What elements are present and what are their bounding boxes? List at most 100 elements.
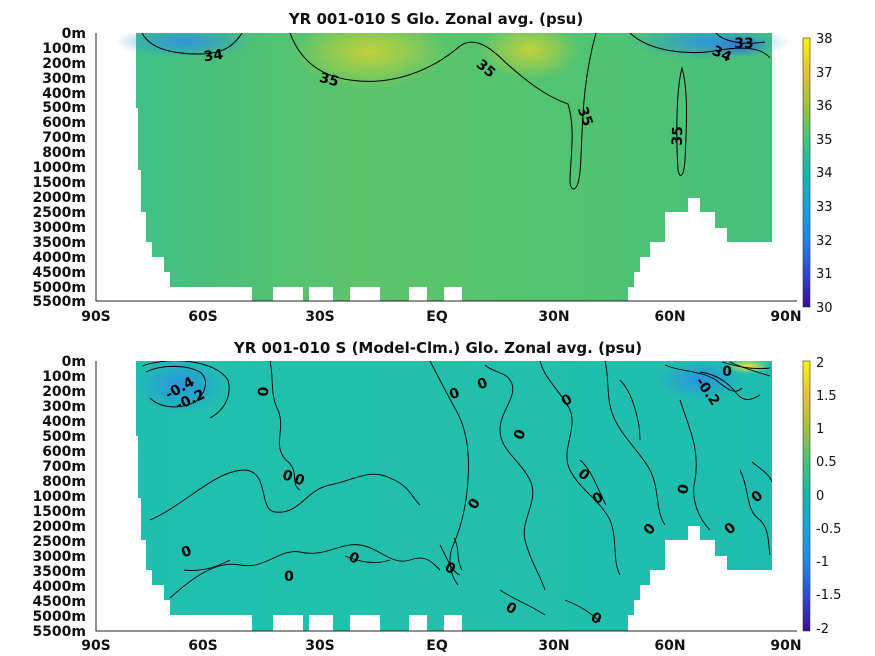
- y-tick-label: 3500m: [32, 235, 86, 251]
- y-tick-label: 0m: [62, 26, 86, 42]
- panel-bottom-heatmap: -0.4 -0.2 0 0 0 0 0 -0.2 0 0 0 0 0 0 0 0…: [132, 361, 773, 631]
- y-tick-label: 2500m: [32, 205, 86, 221]
- y-tick-label: 1000m: [32, 489, 86, 505]
- y-tick-label: 2000m: [32, 190, 86, 206]
- y-tick-label: 200m: [42, 56, 86, 72]
- panel-bottom: YR 001-010 S (Model-Clm.) Glo. Zonal avg…: [32, 339, 841, 654]
- colorbar-tick-label: 2: [816, 356, 824, 371]
- y-tick-label: 800m: [42, 474, 86, 490]
- x-tick-label: 60N: [654, 638, 685, 654]
- y-tick-label: 4500m: [32, 265, 86, 281]
- colorbar-tick-label: 31: [816, 267, 833, 282]
- panel-top: YR 001-010 S Glo. Zonal avg. (psu) 34: [32, 10, 832, 325]
- y-tick-label: 100m: [42, 41, 86, 57]
- panel-top-axes: [95, 33, 797, 302]
- contour-label: 0: [256, 386, 273, 397]
- y-tick-label: 1500m: [32, 504, 86, 520]
- panel-top-y-axis: 0m 100m 200m 300m 400m 500m 600m 700m 80…: [32, 26, 86, 310]
- panel-top-low-south: [115, 33, 255, 58]
- panel-bottom-axes: [95, 361, 797, 632]
- y-tick-label: 1500m: [32, 175, 86, 191]
- panel-bottom-ocean-field: [136, 361, 772, 631]
- x-tick-label: EQ: [426, 638, 448, 654]
- colorbar-tick-label: 34: [816, 166, 833, 181]
- colorbar-tick-label: 1: [816, 422, 824, 437]
- y-tick-label: 200m: [42, 384, 86, 400]
- y-tick-label: 500m: [42, 100, 86, 116]
- y-tick-label: 4000m: [32, 250, 86, 266]
- y-tick-label: 600m: [42, 444, 86, 460]
- panel-top-title: YR 001-010 S Glo. Zonal avg. (psu): [288, 10, 583, 28]
- y-tick-label: 800m: [42, 145, 86, 161]
- x-tick-label: EQ: [426, 309, 448, 325]
- x-tick-label: 30S: [305, 638, 335, 654]
- y-tick-label: 2500m: [32, 534, 86, 550]
- colorbar-tick-label: 0.5: [816, 455, 837, 470]
- x-tick-label: 90S: [81, 638, 111, 654]
- y-tick-label: 5000m: [32, 280, 86, 296]
- contour-label: 33: [734, 36, 753, 52]
- contour-label: 0: [284, 569, 294, 585]
- colorbar-gradient: [802, 360, 811, 632]
- y-tick-label: 300m: [42, 399, 86, 415]
- colorbar-tick-label: -1.5: [816, 588, 841, 603]
- contour-label: 34: [709, 43, 734, 66]
- panel-top-colorbar: 38 37 36 35 34 33 32 31 30: [802, 32, 833, 316]
- y-tick-label: 5500m: [32, 624, 86, 640]
- y-tick-label: 300m: [42, 71, 86, 87]
- y-tick-label: 4000m: [32, 579, 86, 595]
- x-tick-label: 60S: [188, 638, 218, 654]
- panel-bottom-high-arctic: [726, 361, 770, 374]
- panel-bottom-title: YR 001-010 S (Model-Clm.) Glo. Zonal avg…: [233, 339, 642, 357]
- colorbar-tick-label: 33: [816, 200, 833, 215]
- contour-label: 35: [318, 70, 341, 90]
- y-tick-label: 400m: [42, 86, 86, 102]
- panel-top-low-arctic-core: [710, 36, 770, 56]
- panel-bottom-y-axis: 0m 100m 200m 300m 400m 500m 600m 700m 80…: [32, 354, 86, 640]
- panel-bottom-contours: [141, 361, 773, 623]
- colorbar-tick-label: 38: [816, 32, 833, 47]
- y-tick-label: 5500m: [32, 294, 86, 310]
- y-tick-label: 400m: [42, 414, 86, 430]
- colorbar-tick-label: 1.5: [816, 389, 837, 404]
- y-tick-label: 4500m: [32, 594, 86, 610]
- colorbar-gradient: [802, 37, 811, 308]
- y-tick-label: 500m: [42, 429, 86, 445]
- panel-bottom-low-arctic: [655, 361, 745, 400]
- x-tick-label: 30N: [538, 309, 569, 325]
- colorbar-tick-label: -1: [816, 555, 829, 570]
- y-tick-label: 2000m: [32, 519, 86, 535]
- y-tick-label: 3000m: [32, 549, 86, 565]
- colorbar-tick-label: -2: [816, 622, 829, 637]
- contour-label: 35: [574, 105, 596, 129]
- colorbar-tick-label: 36: [816, 99, 833, 114]
- x-tick-label: 90N: [770, 638, 801, 654]
- panel-top-heatmap: 34 35 35 35 35 34 33: [115, 33, 790, 301]
- panel-top-high-north: [480, 33, 580, 80]
- y-tick-label: 3000m: [32, 220, 86, 236]
- contour-label: 0: [722, 364, 732, 380]
- y-tick-label: 1000m: [32, 160, 86, 176]
- y-tick-label: 700m: [42, 459, 86, 475]
- x-tick-label: 90S: [81, 309, 111, 325]
- colorbar-tick-label: -0.5: [816, 522, 841, 537]
- x-tick-label: 60S: [188, 309, 218, 325]
- x-tick-label: 30S: [305, 309, 335, 325]
- x-tick-label: 90N: [770, 309, 801, 325]
- panel-bottom-x-axis: 90S 60S 30S EQ 30N 60N 90N: [81, 638, 801, 654]
- colorbar-tick-label: 32: [816, 234, 833, 249]
- y-tick-label: 5000m: [32, 609, 86, 625]
- y-tick-label: 100m: [42, 369, 86, 385]
- y-tick-label: 3500m: [32, 564, 86, 580]
- panel-top-contours: [141, 33, 771, 190]
- y-tick-label: 700m: [42, 130, 86, 146]
- y-tick-label: 600m: [42, 115, 86, 131]
- colorbar-tick-label: 30: [816, 301, 833, 316]
- x-tick-label: 30N: [538, 638, 569, 654]
- contour-label: 35: [670, 126, 687, 146]
- panel-top-x-axis: 90S 60S 30S EQ 30N 60N 90N: [81, 309, 801, 325]
- panel-top-ocean-field: [136, 33, 772, 301]
- colorbar-tick-label: 0: [816, 489, 824, 504]
- contour-label: 0: [675, 483, 692, 496]
